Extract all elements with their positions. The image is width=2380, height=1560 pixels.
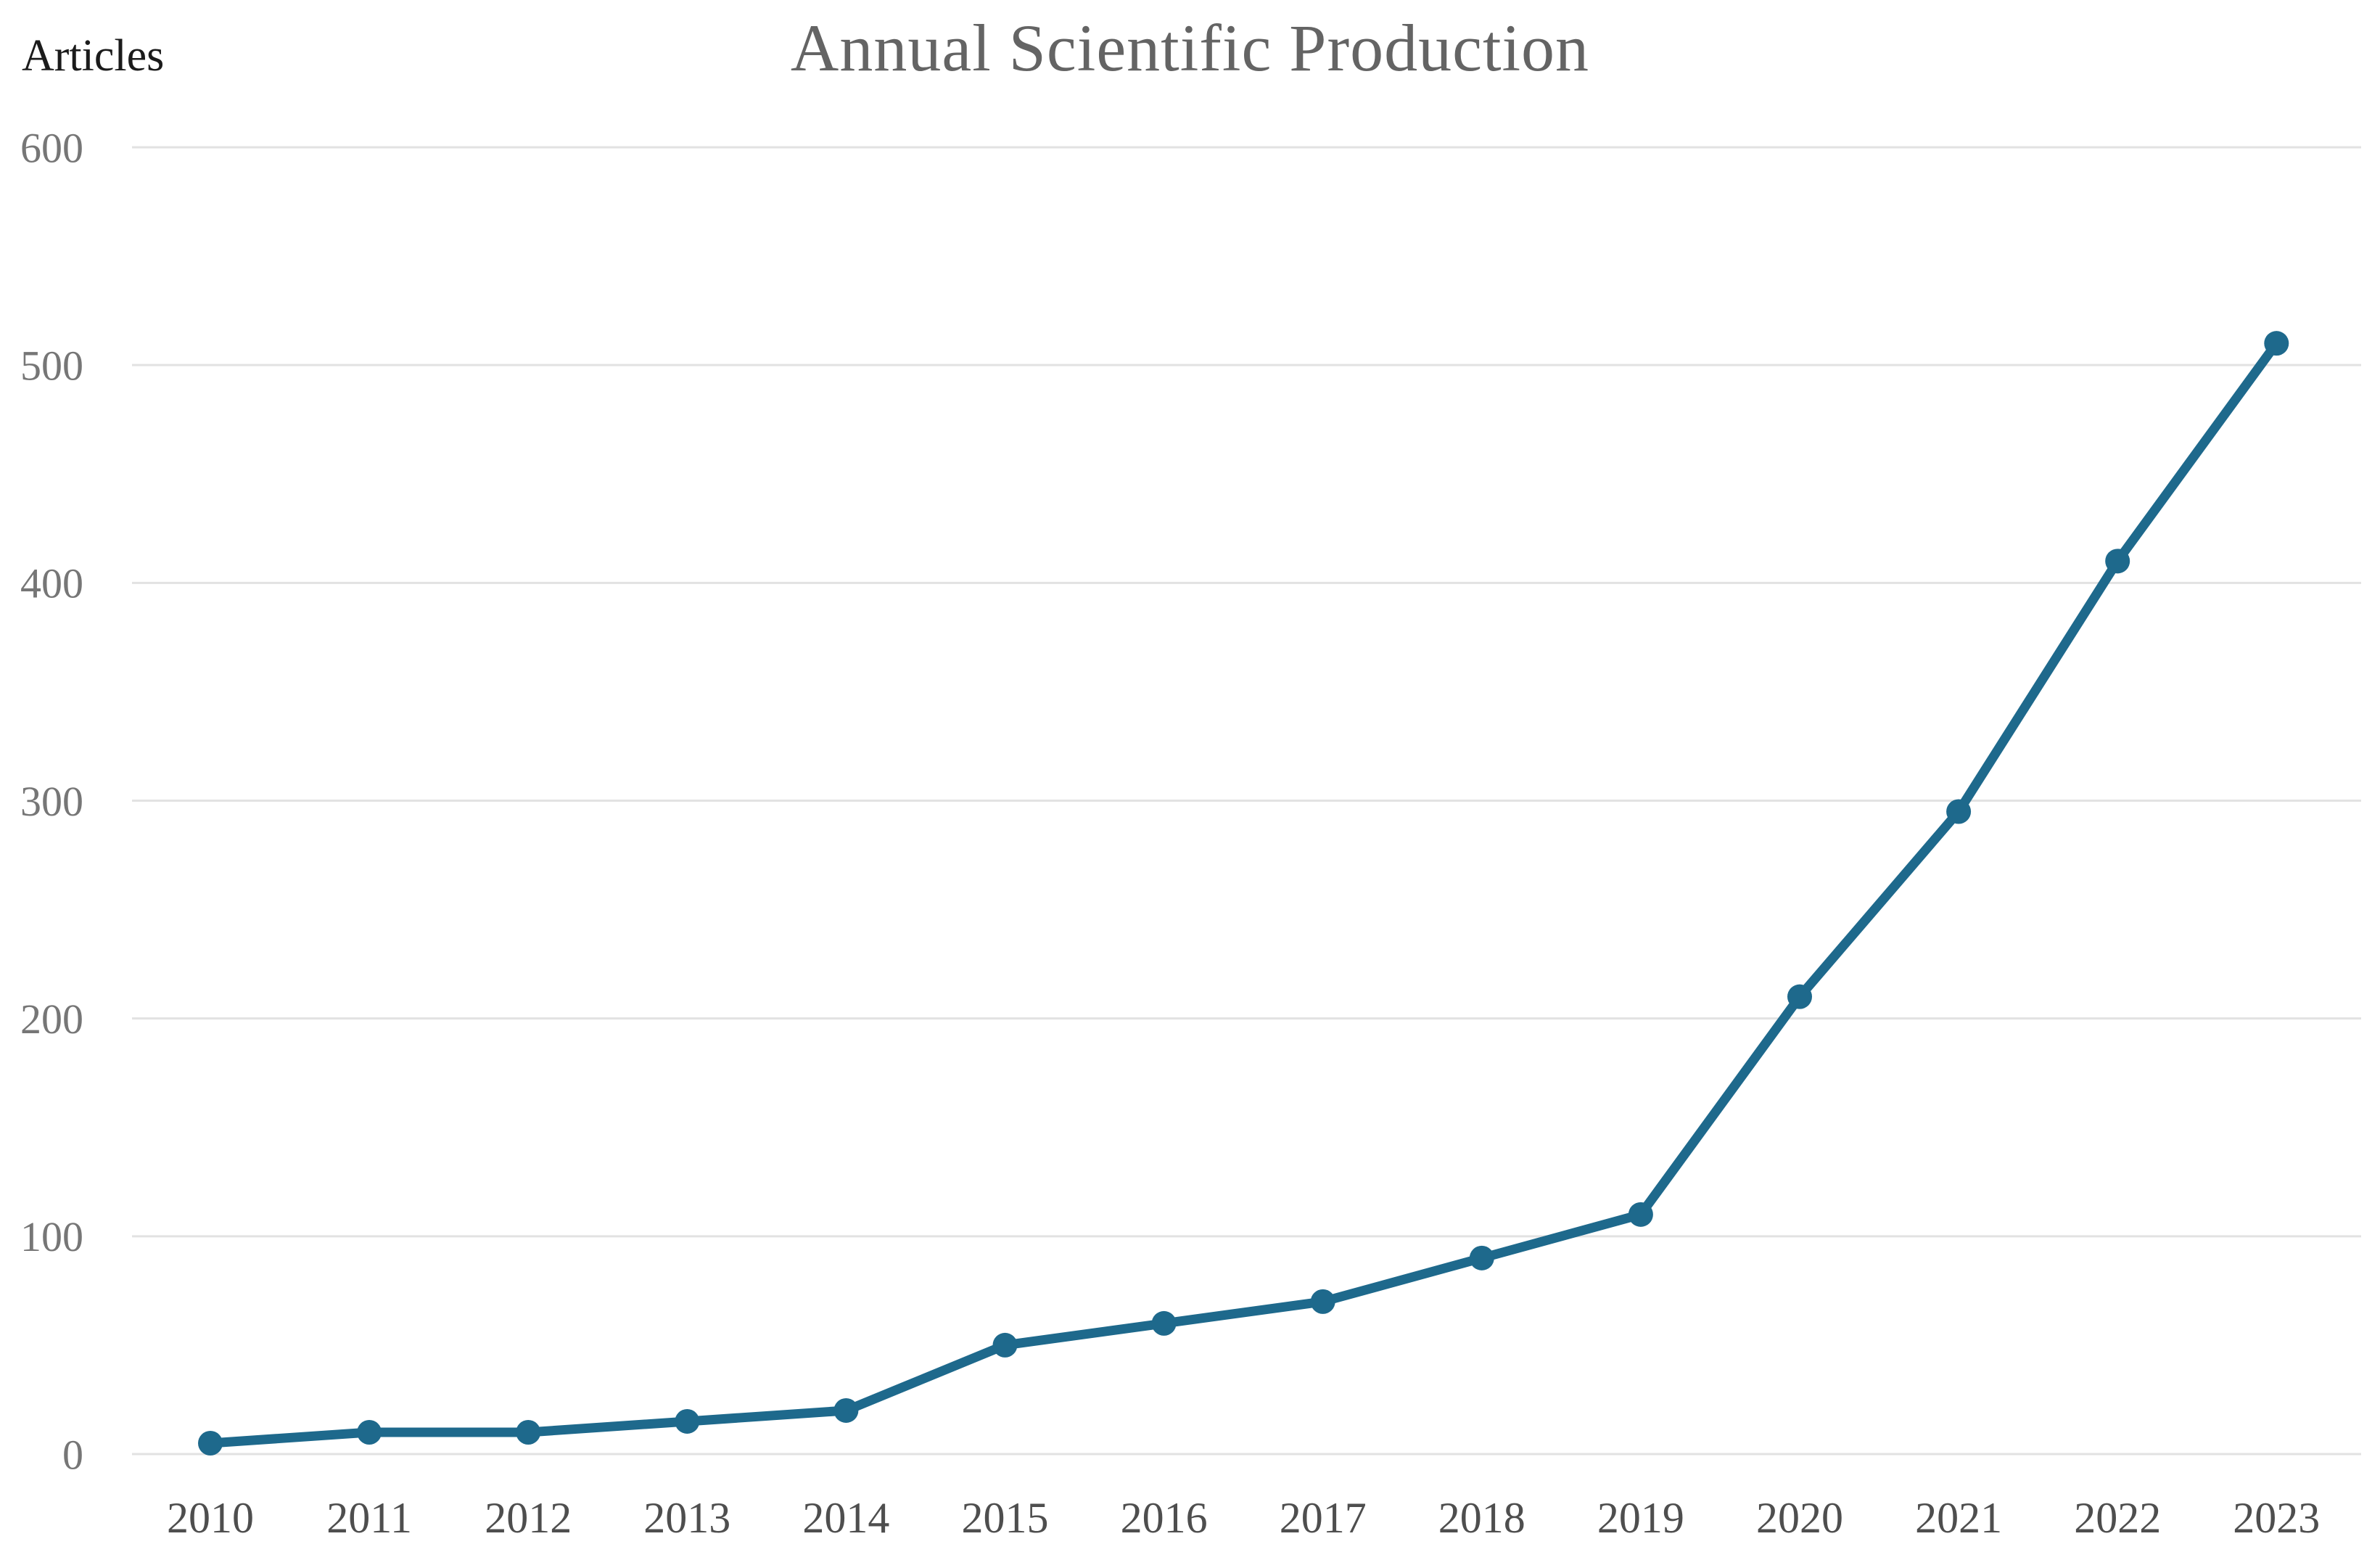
- data-point: [357, 1419, 382, 1445]
- data-point: [1946, 799, 1972, 824]
- data-point: [1310, 1289, 1335, 1314]
- x-tick-label: 2020: [1756, 1494, 1843, 1542]
- data-point: [2264, 331, 2289, 356]
- y-tick-label: 0: [62, 1431, 83, 1478]
- data-point: [833, 1397, 859, 1423]
- x-tick-label: 2023: [2233, 1494, 2320, 1542]
- x-tick-label: 2017: [1280, 1494, 1367, 1542]
- data-point: [1469, 1245, 1494, 1270]
- y-tick-label: 600: [20, 124, 83, 171]
- trend-line: [205, 338, 2281, 1448]
- y-tick-label: 400: [20, 560, 83, 607]
- x-tick-label: 2021: [1915, 1494, 2002, 1542]
- data-point: [1151, 1310, 1177, 1336]
- y-tick-label: 100: [20, 1213, 83, 1260]
- data-point: [1787, 984, 1812, 1009]
- data-point: [2105, 549, 2130, 574]
- y-tick-label: 200: [20, 995, 83, 1043]
- x-tick-label: 2010: [167, 1494, 254, 1542]
- data-point: [1628, 1202, 1653, 1227]
- chart-title: Annual Scientific Production: [790, 11, 1590, 85]
- y-tick-label: 500: [20, 342, 83, 389]
- data-point: [675, 1408, 700, 1434]
- x-tick-label: 2012: [485, 1494, 572, 1542]
- x-tick-label: 2014: [802, 1494, 889, 1542]
- x-tick-label: 2013: [643, 1494, 730, 1542]
- x-tick-label: 2016: [1121, 1494, 1208, 1542]
- x-tick-label: 2018: [1438, 1494, 1525, 1542]
- y-tick-label: 300: [20, 778, 83, 825]
- x-tick-label: 2015: [962, 1494, 1049, 1542]
- x-tick-label: 2011: [326, 1494, 412, 1542]
- y-axis-title: Articles: [22, 31, 165, 81]
- x-tick-label: 2019: [1597, 1494, 1684, 1542]
- x-tick-label: 2022: [2074, 1494, 2161, 1542]
- data-point: [198, 1430, 223, 1456]
- data-point: [992, 1332, 1018, 1358]
- data-point: [516, 1419, 541, 1445]
